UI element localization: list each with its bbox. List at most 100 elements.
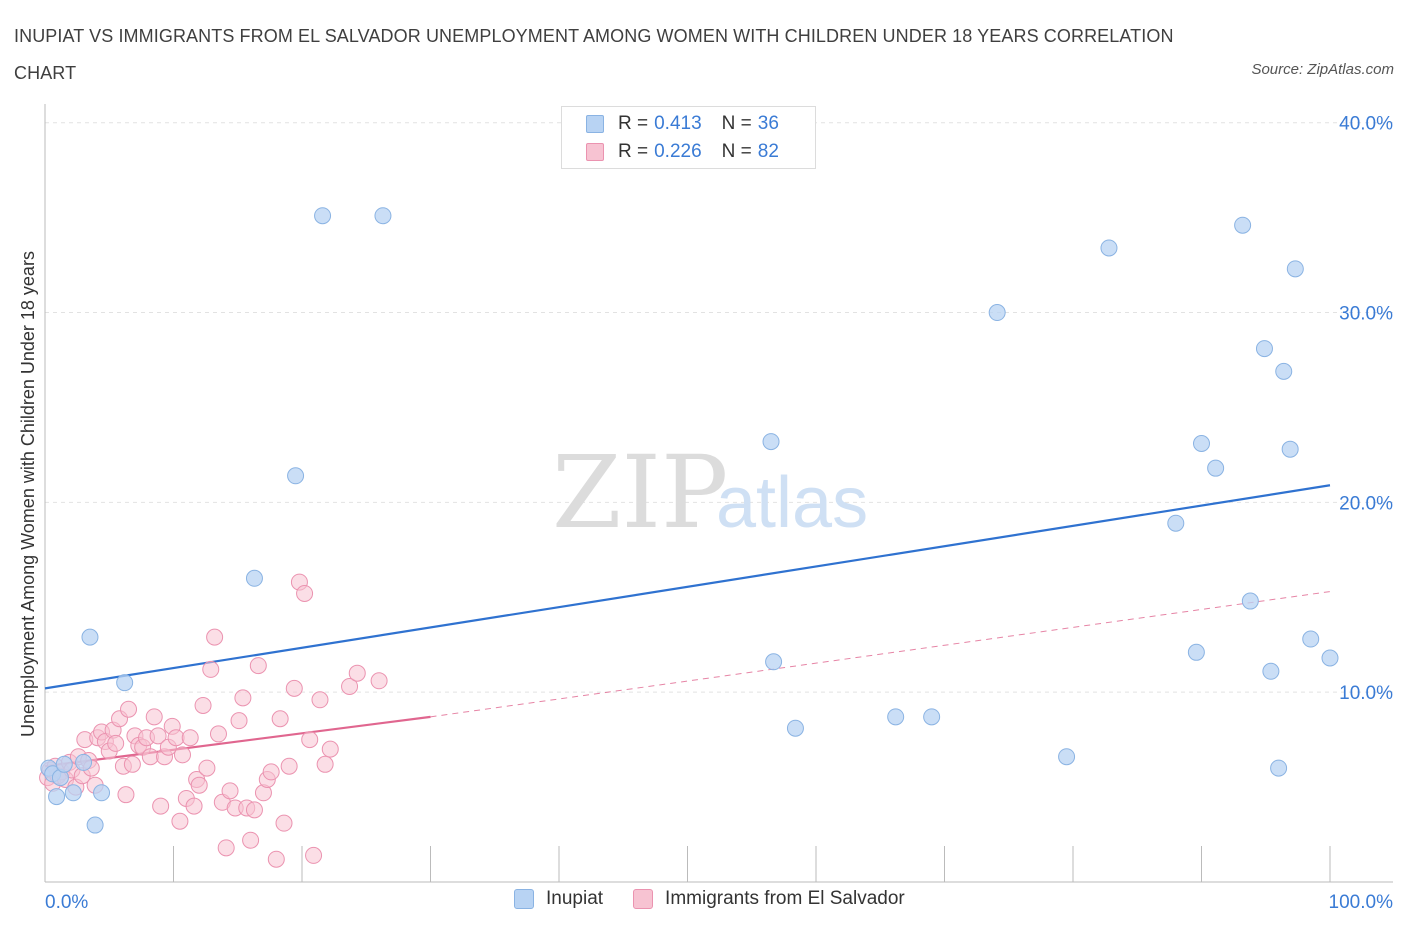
- data-point-inupiat: [314, 207, 332, 225]
- data-point-el-salvador: [348, 664, 366, 682]
- data-point-inupiat: [116, 674, 134, 692]
- data-point-inupiat: [1234, 216, 1252, 234]
- y-tick-label: 40.0%: [1339, 114, 1393, 135]
- data-point-inupiat: [81, 628, 99, 646]
- data-point-el-salvador: [267, 850, 285, 868]
- data-point-el-salvador: [262, 763, 280, 781]
- data-point-inupiat: [1275, 362, 1293, 380]
- data-point-inupiat: [75, 753, 93, 771]
- data-point-inupiat: [1262, 662, 1280, 680]
- data-point-el-salvador: [173, 746, 191, 764]
- data-point-el-salvador: [311, 691, 329, 709]
- y-tick-label: 20.0%: [1339, 493, 1393, 514]
- data-point-el-salvador: [245, 801, 263, 819]
- data-point-inupiat: [1058, 748, 1076, 766]
- watermark-atlas: atlas: [716, 463, 868, 543]
- correlation-legend: R = 0.413 N = 36 R = 0.226 N = 82: [561, 106, 816, 169]
- data-point-el-salvador: [117, 786, 135, 804]
- legend-r-label: R =: [618, 113, 649, 134]
- legend-item-inupiat: Inupiat: [514, 888, 603, 910]
- data-point-el-salvador: [242, 831, 260, 849]
- data-point-el-salvador: [123, 755, 141, 773]
- legend-row-inupiat: R = 0.413 N = 36: [586, 111, 779, 137]
- y-tick-label: 10.0%: [1339, 683, 1393, 704]
- data-point-el-salvador: [120, 700, 138, 718]
- data-point-el-salvador: [249, 657, 267, 675]
- data-point-inupiat: [887, 708, 905, 726]
- legend-swatch-blue: [586, 115, 604, 133]
- legend-item-el-salvador: Immigrants from El Salvador: [633, 888, 905, 910]
- data-point-el-salvador: [202, 660, 220, 678]
- data-point-inupiat: [245, 569, 263, 587]
- data-point-el-salvador: [296, 584, 314, 602]
- data-point-el-salvador: [206, 628, 224, 646]
- data-point-inupiat: [287, 467, 305, 485]
- data-point-el-salvador: [285, 679, 303, 697]
- data-point-el-salvador: [341, 677, 359, 695]
- x-tick-label: 100.0%: [1329, 892, 1394, 913]
- data-point-inupiat: [55, 755, 73, 773]
- data-point-inupiat: [1100, 239, 1118, 257]
- data-point-inupiat: [86, 816, 104, 834]
- legend-r-value: 0.226: [654, 141, 702, 162]
- data-point-inupiat: [762, 433, 780, 451]
- data-point-inupiat: [765, 653, 783, 671]
- data-point-inupiat: [1207, 459, 1225, 477]
- data-point-el-salvador: [221, 782, 239, 800]
- legend-row-el-salvador: R = 0.226 N = 82: [586, 139, 779, 165]
- data-point-inupiat: [1321, 649, 1339, 667]
- y-axis-label: Unemployment Among Women with Children U…: [18, 251, 38, 737]
- data-point-inupiat: [1241, 592, 1259, 610]
- data-point-el-salvador: [271, 710, 289, 728]
- legend-r-label: R =: [618, 141, 649, 162]
- x-tick-label: 0.0%: [45, 892, 88, 913]
- data-point-el-salvador: [190, 776, 208, 794]
- data-point-el-salvador: [145, 708, 163, 726]
- data-point-el-salvador: [301, 731, 319, 749]
- data-point-el-salvador: [370, 672, 388, 690]
- data-point-inupiat: [1167, 514, 1185, 532]
- legend-swatch-blue: [514, 889, 534, 909]
- legend-n-label: N =: [721, 113, 752, 134]
- chart-title: INUPIAT VS IMMIGRANTS FROM EL SALVADOR U…: [14, 26, 1174, 83]
- data-point-el-salvador: [167, 729, 185, 747]
- data-point-el-salvador: [185, 797, 203, 815]
- data-point-el-salvador: [305, 846, 323, 864]
- data-point-inupiat: [374, 207, 392, 225]
- data-point-el-salvador: [141, 748, 159, 766]
- data-point-inupiat: [988, 304, 1006, 322]
- data-point-inupiat: [1302, 630, 1320, 648]
- legend-label-inupiat: Inupiat: [546, 888, 604, 909]
- series-inupiat: [40, 207, 1339, 834]
- series-legend: Inupiat Immigrants from El Salvador: [514, 888, 935, 910]
- data-point-el-salvador: [217, 839, 235, 857]
- data-point-el-salvador: [149, 727, 167, 745]
- grid-lines: [45, 122, 1393, 693]
- data-point-el-salvador: [275, 814, 293, 832]
- data-point-el-salvador: [280, 757, 298, 775]
- trendline-el-salvador-extension: [430, 591, 1331, 718]
- legend-n-value: 82: [757, 141, 779, 162]
- y-tick-label: 30.0%: [1339, 304, 1393, 325]
- data-point-el-salvador: [316, 755, 334, 773]
- data-point-inupiat: [1193, 435, 1210, 453]
- data-point-el-salvador: [209, 725, 227, 743]
- legend-swatch-pink: [586, 143, 604, 161]
- data-point-el-salvador: [230, 712, 248, 730]
- data-point-inupiat: [786, 719, 804, 737]
- data-point-el-salvador: [321, 740, 339, 758]
- legend-n-label: N =: [721, 141, 752, 162]
- data-point-inupiat: [48, 788, 66, 806]
- watermark-zip: ZIP: [552, 434, 728, 551]
- data-point-inupiat: [1270, 759, 1288, 777]
- legend-r-value: 0.413: [654, 113, 702, 134]
- data-point-inupiat: [93, 784, 111, 802]
- series-immigrants-el-salvador: [39, 573, 388, 868]
- source-label: Source: ZipAtlas.com: [1251, 61, 1394, 78]
- data-point-inupiat: [64, 784, 82, 802]
- data-point-el-salvador: [171, 812, 189, 830]
- data-point-el-salvador: [198, 759, 216, 777]
- data-point-el-salvador: [107, 734, 125, 752]
- legend-label-el-salvador: Immigrants from El Salvador: [665, 888, 905, 909]
